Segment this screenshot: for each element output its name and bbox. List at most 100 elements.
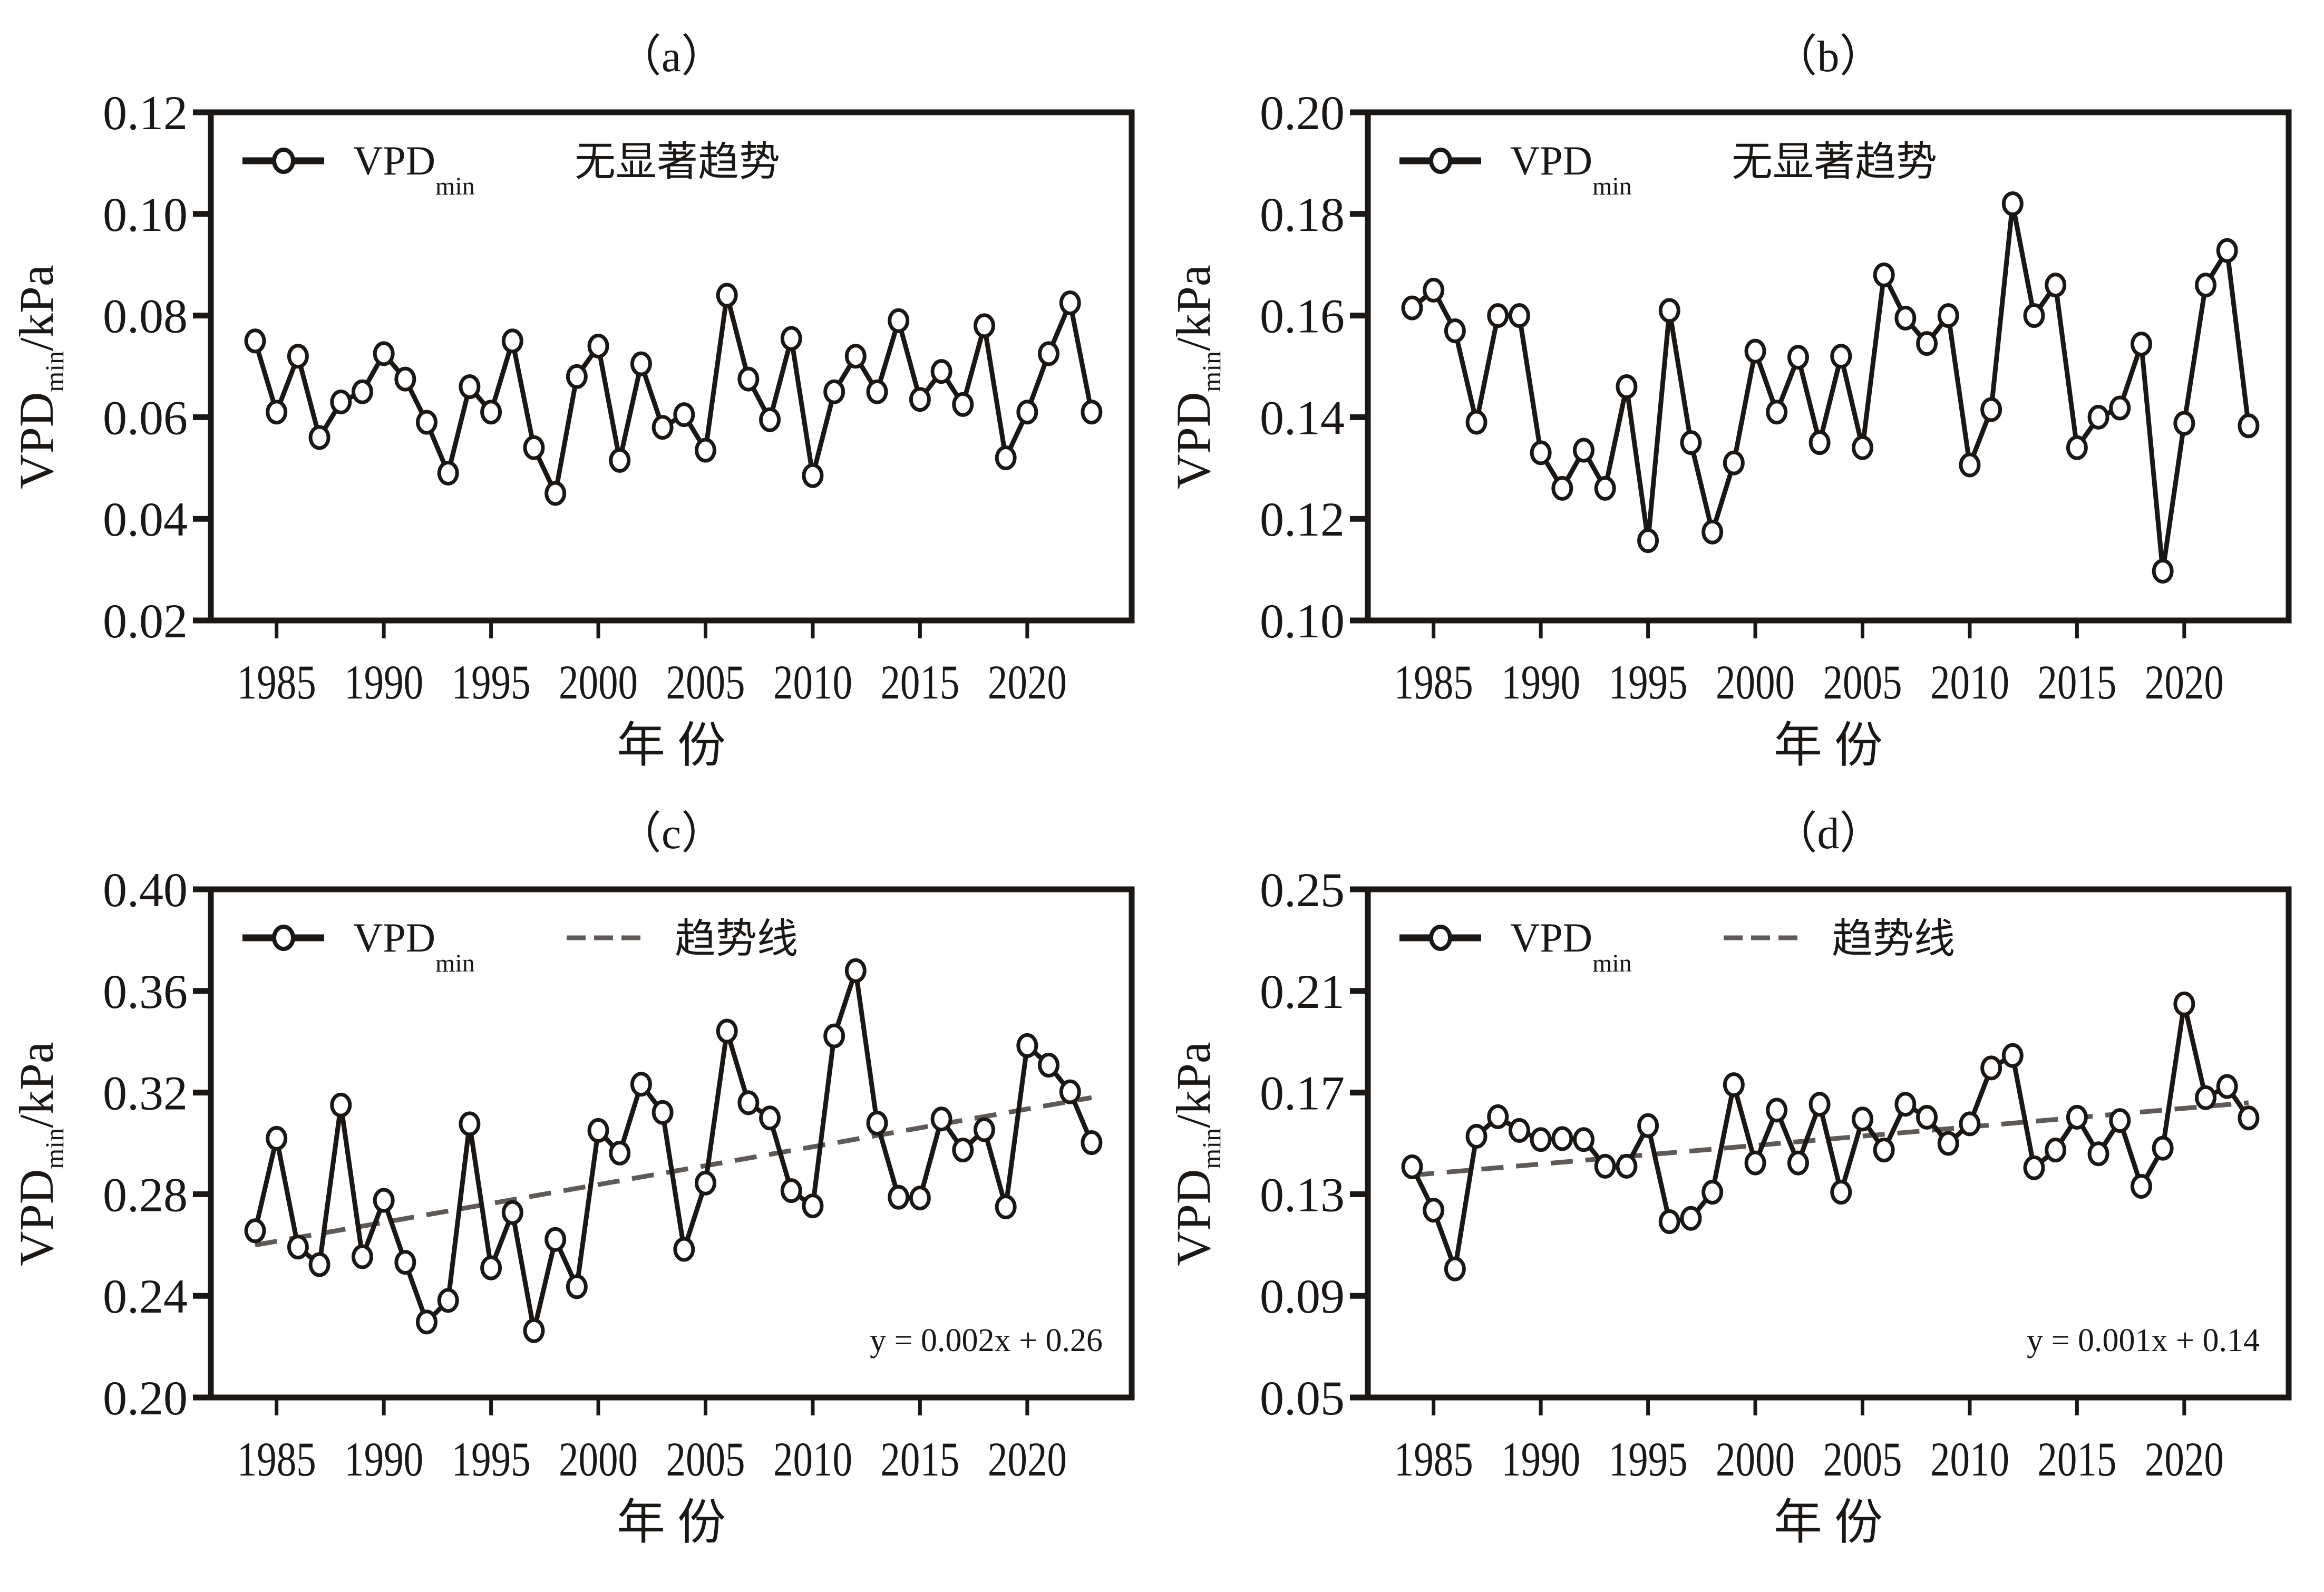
data-point-2004 — [1830, 1180, 1852, 1205]
panel-b: （b） 0.10 0.12 0.14 0.16 0.18 0.20 1985 1990 1995 2… — [1166, 32, 2292, 772]
y-axis-label-sub: min — [1197, 351, 1226, 392]
data-point-2016 — [930, 1106, 952, 1132]
data-point-1996 — [501, 328, 523, 354]
x-tick-label: 1990 — [344, 655, 423, 709]
data-point-2023 — [2238, 1105, 2260, 1131]
x-tick-label: 1995 — [1609, 1432, 1688, 1486]
panel-title: （a） — [617, 32, 725, 81]
data-point-2013 — [866, 379, 888, 404]
data-point-1991 — [1551, 1126, 1573, 1151]
legend-marker-icon — [1429, 925, 1452, 951]
x-tick-label: 2005 — [666, 1432, 745, 1486]
data-point-1995 — [480, 1255, 502, 1280]
data-point-1991 — [1551, 475, 1573, 501]
y-tick-label: 0.28 — [103, 1168, 188, 1221]
y-axis-label-unit: /kPa — [9, 1042, 63, 1128]
data-point-2020 — [2173, 991, 2195, 1016]
x-axis-label: 年 份 — [1774, 719, 1883, 772]
x-tick-label: 2020 — [2145, 655, 2224, 709]
data-point-2005 — [1851, 1106, 1873, 1132]
y-axis-label-sub: min — [40, 351, 69, 392]
data-point-2018 — [2130, 1173, 2152, 1199]
y-tick-label: 0.36 — [103, 965, 188, 1018]
data-point-1992 — [416, 410, 438, 435]
plot-frame — [208, 109, 1135, 624]
data-point-1994 — [1616, 1153, 1638, 1179]
x-tick-label: 2015 — [880, 655, 959, 709]
legend-note: 无显著趋势 — [575, 139, 780, 185]
x-tick-label: 2000 — [559, 655, 638, 709]
legend-note: 无显著趋势 — [1732, 139, 1937, 185]
data-point-2004 — [1830, 344, 1852, 369]
x-tick-label: 2005 — [666, 655, 745, 709]
legend-label-sub: min — [1592, 172, 1632, 200]
data-point-1985 — [1423, 277, 1445, 303]
data-point-2007 — [737, 366, 760, 392]
data-point-1990 — [1530, 1127, 1552, 1152]
data-point-2016 — [930, 359, 952, 384]
data-point-2003 — [652, 415, 674, 440]
y-axis-label: VPDmin/kPa — [1166, 1042, 1226, 1266]
data-point-1993 — [1594, 1153, 1616, 1179]
y-tick-label: 0.14 — [1260, 391, 1345, 444]
data-point-2004 — [673, 1237, 695, 1262]
y-tick-label: 0.09 — [1260, 1269, 1345, 1323]
data-point-2010 — [1959, 452, 1981, 478]
plot-frame — [208, 886, 1135, 1401]
data-point-2009 — [1937, 303, 1959, 328]
x-tick-label: 2000 — [1716, 1432, 1795, 1486]
data-point-2000 — [1744, 1150, 1766, 1176]
x-tick-label: 2015 — [880, 1432, 959, 1486]
data-point-1990 — [1530, 440, 1552, 465]
data-point-2012 — [844, 344, 867, 369]
data-point-2021 — [2195, 1085, 2217, 1110]
data-point-2008 — [759, 1105, 781, 1131]
data-point-2009 — [780, 326, 802, 351]
data-point-1993 — [1594, 475, 1616, 501]
legend: VPDmin 无显著趋势 — [1399, 138, 1937, 200]
legend: VPDmin 无显著趋势 — [242, 138, 780, 200]
y-tick-label: 0.17 — [1260, 1066, 1345, 1120]
data-point-2000 — [587, 333, 609, 358]
data-point-2007 — [1894, 1092, 1917, 1117]
data-point-1999 — [1723, 450, 1745, 475]
x-tick-label: 2000 — [1716, 655, 1795, 709]
data-point-2003 — [1808, 1092, 1831, 1117]
legend-label-main: VPD — [1510, 138, 1592, 183]
y-tick-label: 0.18 — [1260, 188, 1345, 241]
data-point-2010 — [1959, 1111, 1981, 1137]
legend-label-vpdmin: VPDmin — [1510, 915, 1632, 977]
data-point-2020 — [1016, 1033, 1038, 1058]
data-point-1988 — [330, 389, 352, 414]
data-point-2013 — [2023, 1155, 2045, 1180]
data-point-1985 — [1423, 1198, 1445, 1223]
data-point-1987 — [1465, 410, 1487, 435]
data-point-2010 — [802, 1193, 824, 1219]
y-tick-label: 0.24 — [103, 1269, 188, 1323]
legend-marker-icon — [1429, 148, 1452, 174]
data-point-1987 — [308, 1252, 330, 1277]
data-point-2001 — [609, 448, 631, 473]
x-axis-label: 年 份 — [617, 719, 726, 772]
y-axis-label: VPDmin/kPa — [9, 1042, 69, 1266]
legend-marker-icon — [272, 925, 295, 951]
data-point-2009 — [1937, 1131, 1959, 1156]
data-point-1985 — [266, 400, 288, 425]
x-tick-label: 2020 — [988, 655, 1067, 709]
data-point-1996 — [1658, 1209, 1680, 1234]
y-axis-label-unit: /kPa — [9, 265, 63, 351]
x-tick-label: 2020 — [2145, 1432, 2224, 1486]
legend-label-vpdmin: VPDmin — [1510, 138, 1632, 200]
data-point-2021 — [2195, 273, 2217, 298]
data-point-2006 — [1873, 262, 1895, 287]
data-point-1999 — [1723, 1072, 1745, 1098]
data-point-2014 — [888, 308, 910, 333]
y-tick-label: 0.08 — [103, 289, 188, 343]
data-point-2005 — [1851, 435, 1873, 460]
data-point-2021 — [1038, 341, 1060, 366]
data-point-2022 — [2216, 1074, 2238, 1099]
data-point-2018 — [2130, 332, 2152, 357]
data-point-1999 — [566, 1274, 588, 1299]
data-point-1993 — [437, 460, 459, 486]
x-tick-label: 1985 — [237, 655, 316, 709]
